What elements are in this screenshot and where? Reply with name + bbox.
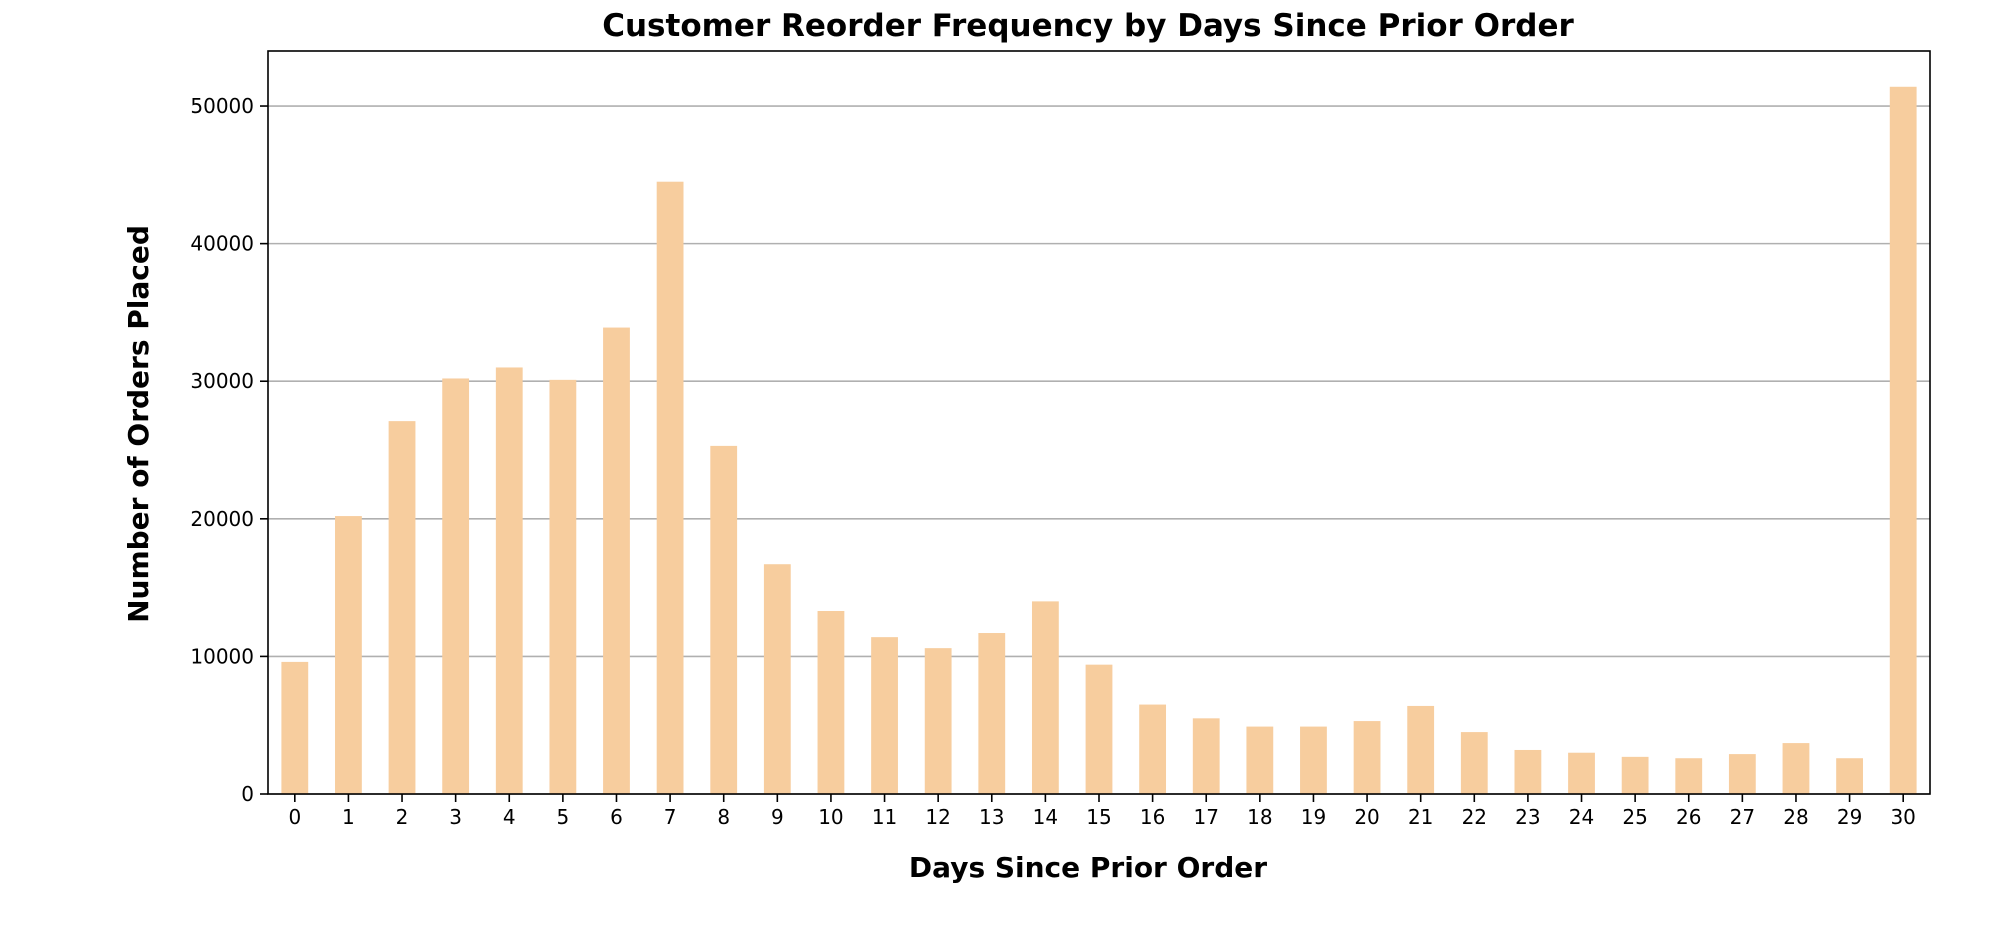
bar (495, 367, 523, 794)
x-tick-label: 23 (1515, 805, 1540, 829)
bar (1568, 752, 1595, 794)
y-axis-label: Number of Orders Placed (122, 225, 155, 623)
x-tick-label: 6 (610, 805, 623, 829)
y-tick-label: 40000 (190, 232, 254, 256)
bar (1139, 704, 1167, 794)
x-tick-label: 7 (664, 805, 677, 829)
bar (1246, 726, 1274, 794)
x-axis: 0 1 2 3 4 5 6 7 8 9 10 11 12 13 14 15 16 17 18 19 20 21 22 23 24… (288, 794, 1916, 829)
bar (1782, 743, 1810, 794)
bar (763, 564, 791, 794)
x-tick-label: 1 (342, 805, 355, 829)
x-tick-label: 25 (1622, 805, 1647, 829)
bar (603, 327, 630, 794)
bar (978, 633, 1006, 794)
bar (1889, 86, 1917, 795)
bar (281, 661, 309, 794)
x-tick-label: 4 (503, 805, 516, 829)
x-tick-label: 18 (1247, 805, 1272, 829)
bars (281, 86, 1917, 795)
bar (871, 637, 898, 794)
bar (335, 516, 362, 794)
x-tick-label: 21 (1408, 805, 1433, 829)
bar (1353, 721, 1381, 794)
y-tick-label: 30000 (190, 369, 254, 393)
x-tick-label: 9 (771, 805, 784, 829)
x-tick-label: 17 (1193, 805, 1218, 829)
y-tick-label: 50000 (190, 94, 254, 118)
bar (1514, 749, 1542, 794)
y-tick-label: 0 (241, 782, 254, 806)
y-tick-label: 20000 (190, 507, 254, 531)
bar (1836, 758, 1863, 794)
bar (710, 445, 738, 794)
x-tick-label: 30 (1890, 805, 1915, 829)
chart-title: Customer Reorder Frequency by Days Since… (602, 8, 1574, 44)
x-tick-label: 12 (925, 805, 950, 829)
x-tick-label: 2 (396, 805, 409, 829)
bar (1460, 732, 1488, 794)
x-tick-label: 5 (557, 805, 570, 829)
x-tick-label: 19 (1301, 805, 1326, 829)
x-tick-label: 3 (449, 805, 462, 829)
x-tick-label: 10 (818, 805, 843, 829)
x-tick-label: 14 (1033, 805, 1058, 829)
x-tick-label: 13 (979, 805, 1004, 829)
bar (817, 611, 845, 794)
bar (1675, 758, 1703, 794)
bar (656, 181, 684, 795)
bar (1192, 718, 1220, 794)
x-tick-label: 15 (1086, 805, 1111, 829)
y-axis: 0 10000 20000 30000 40000 50000 (190, 94, 268, 806)
bar (549, 379, 577, 794)
bar (1621, 756, 1649, 794)
y-tick-label: 10000 (190, 644, 254, 668)
x-axis-label: Days Since Prior Order (909, 851, 1267, 884)
bar (1728, 754, 1756, 794)
x-tick-label: 0 (288, 805, 301, 829)
x-tick-label: 8 (717, 805, 730, 829)
x-tick-label: 11 (872, 805, 897, 829)
bar (388, 421, 416, 794)
x-tick-label: 24 (1569, 805, 1594, 829)
x-tick-label: 26 (1676, 805, 1701, 829)
bar (924, 648, 952, 794)
bar (1407, 705, 1435, 794)
bar (1085, 664, 1113, 794)
x-tick-label: 29 (1837, 805, 1862, 829)
bar (1300, 726, 1327, 794)
bar (1031, 601, 1059, 794)
bar (442, 378, 470, 794)
x-tick-label: 20 (1354, 805, 1379, 829)
x-tick-label: 28 (1783, 805, 1808, 829)
x-tick-label: 27 (1730, 805, 1755, 829)
x-tick-label: 16 (1140, 805, 1165, 829)
x-tick-label: 22 (1462, 805, 1487, 829)
